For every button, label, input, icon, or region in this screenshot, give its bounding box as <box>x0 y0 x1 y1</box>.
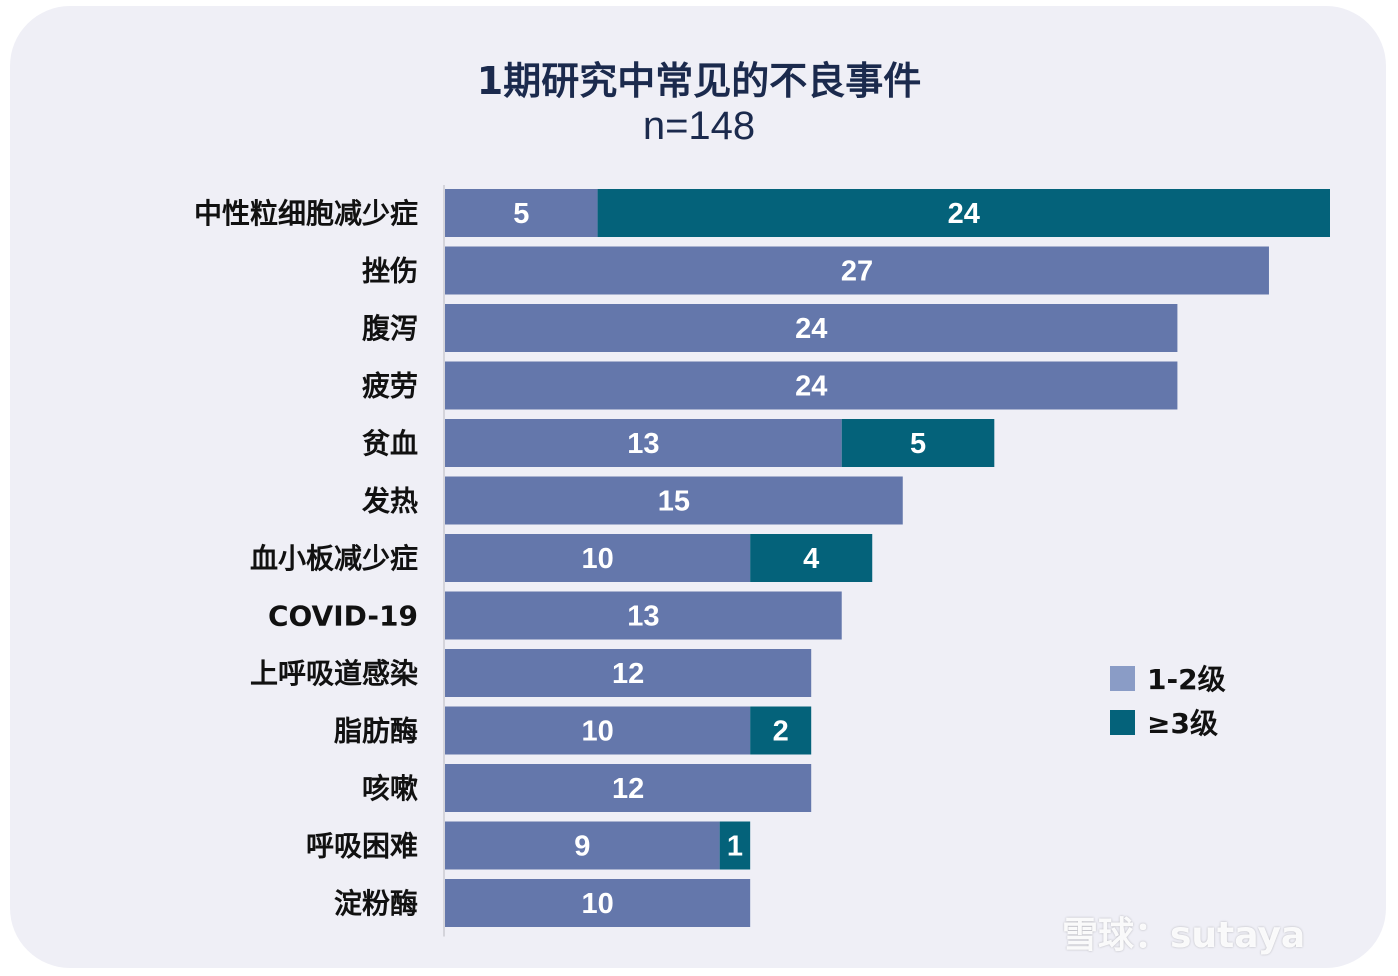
category-label: COVID-19 <box>268 600 418 633</box>
legend-label-grade-3-plus: ≥3级 <box>1147 707 1218 740</box>
bar-grade-3-plus <box>719 821 751 870</box>
bar-grade-3-plus <box>841 419 995 467</box>
data-label: 13 <box>627 601 659 633</box>
data-label: 5 <box>513 198 529 230</box>
legend: 1-2级 ≥3级 <box>1110 656 1226 744</box>
chart-subtitle: n=148 <box>642 104 756 148</box>
data-label: 5 <box>910 428 926 460</box>
data-label: 12 <box>612 773 644 805</box>
category-label: 贫血 <box>362 427 418 460</box>
bar-grade-3-plus <box>750 706 812 755</box>
legend-item-grade-3-plus: ≥3级 <box>1110 700 1226 744</box>
bar-grade-3-plus <box>597 189 1330 237</box>
data-label: 10 <box>581 888 613 920</box>
category-label: 腹泻 <box>362 312 418 345</box>
category-label: 挫伤 <box>362 255 418 288</box>
data-label: 15 <box>658 486 690 518</box>
category-label: 中性粒细胞减少症 <box>194 197 418 230</box>
category-label: 疲劳 <box>362 370 418 403</box>
bar-grade-3-plus <box>750 534 873 582</box>
category-label: 发热 <box>361 485 418 518</box>
data-label: 10 <box>581 543 613 575</box>
data-label: 1 <box>727 831 743 863</box>
bar-grade-1-2 <box>445 476 903 525</box>
data-label: 27 <box>841 256 873 288</box>
bar-grade-1-2 <box>445 189 598 237</box>
watermark: 雪球：sutaya <box>1062 915 1306 956</box>
bar-grade-1-2 <box>445 419 842 467</box>
chart-title: 1期研究中常见的不良事件 <box>476 59 922 103</box>
bar-grade-1-2 <box>445 706 751 755</box>
bar-grade-1-2 <box>445 304 1178 352</box>
bar-grade-1-2 <box>445 246 1269 295</box>
legend-label-grade-1-2: 1-2级 <box>1147 663 1226 696</box>
legend-swatch-grade-3-plus <box>1110 709 1135 735</box>
bar-grade-1-2 <box>445 879 751 927</box>
bar-grade-1-2 <box>445 821 720 870</box>
data-label: 9 <box>574 831 590 863</box>
data-label: 10 <box>581 716 613 748</box>
data-label: 24 <box>948 198 980 230</box>
legend-item-grade-1-2: 1-2级 <box>1110 656 1226 700</box>
category-label: 脂肪酶 <box>334 715 418 748</box>
category-label: 上呼吸道感染 <box>250 657 418 690</box>
bar-grade-1-2 <box>445 591 842 640</box>
bar-grade-1-2 <box>445 534 751 582</box>
data-label: 4 <box>803 543 819 575</box>
data-label: 24 <box>795 371 827 403</box>
legend-swatch-grade-1-2 <box>1110 665 1135 691</box>
data-label: 24 <box>795 313 827 345</box>
data-label: 2 <box>773 716 789 748</box>
data-label: 12 <box>612 658 644 690</box>
bar-grade-1-2 <box>445 649 812 697</box>
bar-grade-1-2 <box>445 361 1178 410</box>
category-label: 淀粉酶 <box>334 887 418 920</box>
data-label: 13 <box>627 428 659 460</box>
category-label: 血小板减少症 <box>250 542 418 575</box>
category-label: 呼吸困难 <box>306 830 418 863</box>
category-label: 咳嗽 <box>362 772 418 805</box>
bar-grade-1-2 <box>445 764 812 812</box>
